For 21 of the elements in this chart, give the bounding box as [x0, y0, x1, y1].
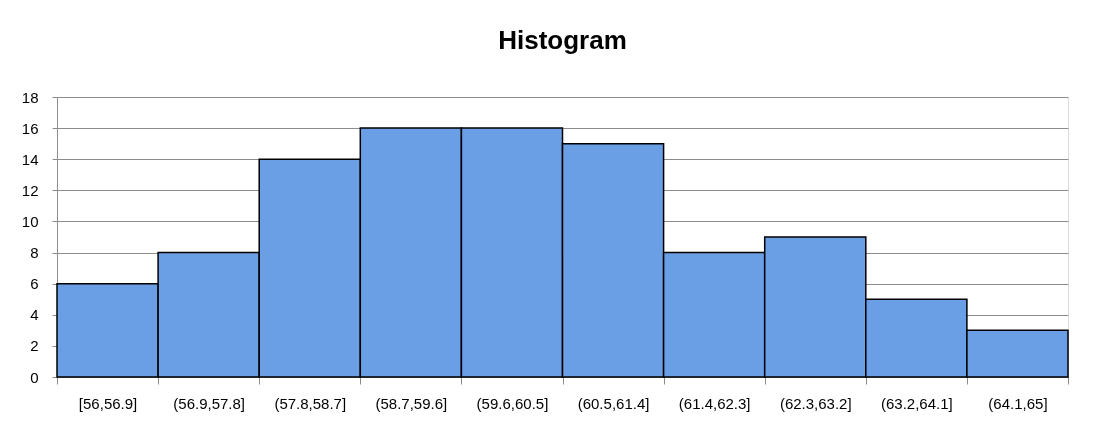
y-tick-label: 6 — [30, 275, 39, 293]
x-tick-label: (62.3,63.2] — [779, 394, 852, 412]
x-tick-label: (57.8,58.7] — [274, 394, 347, 412]
y-tick-label: 4 — [30, 306, 39, 324]
y-tick-label: 14 — [21, 150, 39, 168]
y-tick-label: 16 — [21, 119, 39, 137]
x-tick-label: (60.5,61.4] — [577, 394, 650, 412]
x-tick-label: [56,56.9] — [78, 394, 138, 412]
x-tick-label: (59.6,60.5] — [476, 394, 549, 412]
x-tick-label: (56.9,57.8] — [173, 394, 246, 412]
y-tick-label: 12 — [21, 181, 39, 199]
x-tick-label: (63.2,64.1] — [880, 394, 953, 412]
y-tick-label: 2 — [30, 337, 39, 355]
x-tick-label: (64.1,65] — [988, 394, 1048, 412]
chart-title: Histogram — [498, 25, 627, 55]
x-tick-label: (58.7,59.6] — [375, 394, 448, 412]
y-tick-label: 0 — [30, 368, 39, 386]
y-tick-label: 18 — [21, 88, 39, 106]
y-tick-label: 10 — [21, 212, 39, 230]
x-tick-label: (61.4,62.3] — [678, 394, 751, 412]
y-tick-label: 8 — [30, 244, 39, 262]
